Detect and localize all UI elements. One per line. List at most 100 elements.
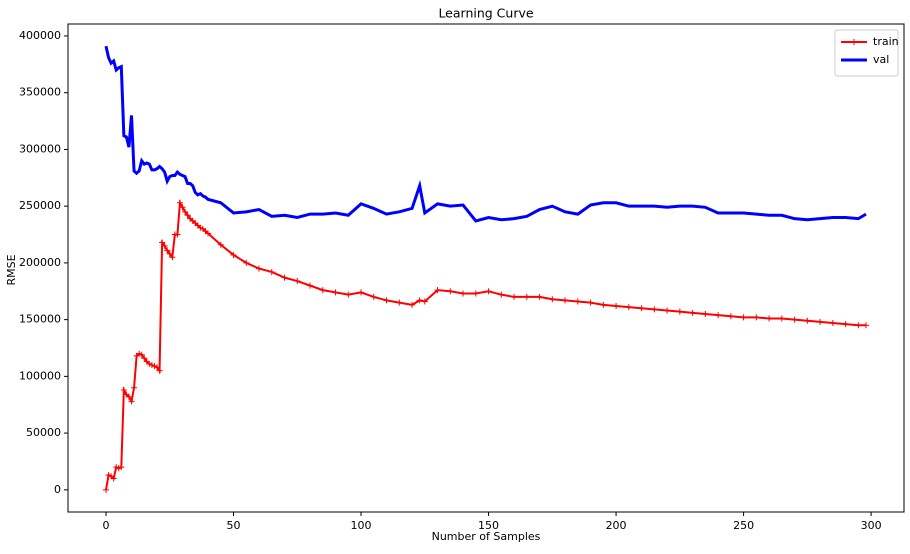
marker bbox=[676, 308, 683, 315]
marker bbox=[141, 355, 148, 362]
marker bbox=[136, 350, 143, 357]
marker bbox=[651, 306, 658, 313]
legend-label: val bbox=[873, 53, 889, 66]
marker bbox=[715, 312, 722, 319]
marker bbox=[176, 199, 183, 206]
x-axis-label: Number of Samples bbox=[432, 530, 541, 543]
y-tick-label: 350000 bbox=[19, 86, 61, 99]
line-val bbox=[104, 45, 867, 223]
marker bbox=[294, 278, 301, 285]
marker bbox=[217, 241, 224, 248]
x-tick-label: 250 bbox=[733, 519, 754, 532]
marker bbox=[689, 309, 696, 316]
y-tick-label: 400000 bbox=[19, 29, 61, 42]
marker bbox=[766, 315, 773, 322]
marker bbox=[161, 242, 168, 249]
marker bbox=[740, 314, 747, 321]
y-tick-label: 0 bbox=[54, 483, 61, 496]
x-tick-label: 0 bbox=[103, 519, 110, 532]
marker bbox=[118, 464, 125, 471]
x-tick-label: 200 bbox=[606, 519, 627, 532]
marker bbox=[120, 386, 127, 393]
marker bbox=[485, 288, 492, 295]
marker bbox=[128, 398, 135, 405]
legend-marker bbox=[851, 39, 857, 45]
marker bbox=[105, 472, 112, 479]
y-tick-label: 50000 bbox=[26, 426, 61, 439]
x-tick-label: 150 bbox=[478, 519, 499, 532]
marker bbox=[179, 204, 186, 211]
marker bbox=[182, 208, 189, 215]
legend-label: train bbox=[873, 35, 899, 48]
marker bbox=[113, 464, 120, 471]
marker bbox=[409, 301, 416, 308]
marker bbox=[511, 293, 518, 300]
marker bbox=[319, 287, 326, 294]
marker bbox=[138, 351, 145, 358]
marker bbox=[358, 289, 365, 296]
marker bbox=[817, 318, 824, 325]
y-tick-label: 300000 bbox=[19, 142, 61, 155]
marker bbox=[829, 320, 836, 327]
marker bbox=[778, 315, 785, 322]
plot-area bbox=[67, 23, 905, 513]
marker bbox=[434, 287, 441, 294]
marker bbox=[159, 239, 166, 246]
marker bbox=[472, 290, 479, 297]
marker bbox=[164, 247, 171, 254]
marker bbox=[156, 367, 163, 374]
marker bbox=[197, 224, 204, 231]
marker bbox=[184, 212, 191, 219]
x-tick-label: 50 bbox=[227, 519, 241, 532]
marker bbox=[447, 288, 454, 295]
marker bbox=[154, 364, 161, 371]
marker bbox=[146, 360, 153, 367]
marker bbox=[460, 290, 467, 297]
line-train bbox=[105, 199, 866, 490]
marker bbox=[256, 265, 263, 272]
y-tick-label: 150000 bbox=[19, 313, 61, 326]
marker bbox=[103, 486, 109, 493]
marker bbox=[345, 291, 352, 298]
x-tick-label: 100 bbox=[351, 519, 372, 532]
marker bbox=[753, 314, 760, 321]
marker bbox=[307, 282, 314, 289]
marker bbox=[110, 475, 117, 482]
chart-title: Learning Curve bbox=[438, 6, 533, 21]
marker bbox=[587, 299, 594, 306]
marker bbox=[281, 274, 288, 281]
y-axis-label: RMSE bbox=[5, 254, 18, 285]
marker bbox=[498, 291, 505, 298]
marker bbox=[702, 310, 709, 317]
marker bbox=[370, 293, 377, 300]
marker bbox=[562, 297, 569, 304]
marker bbox=[416, 297, 423, 304]
marker bbox=[791, 316, 798, 323]
marker bbox=[625, 304, 632, 311]
marker bbox=[536, 293, 543, 300]
marker bbox=[842, 321, 849, 328]
marker bbox=[727, 313, 734, 320]
marker bbox=[148, 362, 155, 369]
marker bbox=[205, 230, 212, 237]
marker bbox=[600, 301, 607, 308]
marker bbox=[166, 250, 173, 257]
marker bbox=[664, 307, 671, 314]
marker bbox=[332, 289, 339, 296]
marker bbox=[131, 384, 138, 391]
marker bbox=[863, 322, 869, 329]
marker bbox=[383, 297, 390, 304]
x-tick-label: 300 bbox=[861, 519, 882, 532]
marker bbox=[523, 293, 530, 300]
y-tick-label: 250000 bbox=[19, 199, 61, 212]
marker bbox=[574, 298, 581, 305]
y-tick-label: 200000 bbox=[19, 256, 61, 269]
y-tick-label: 100000 bbox=[19, 369, 61, 382]
marker bbox=[855, 322, 862, 329]
legend: train val bbox=[834, 29, 899, 77]
marker bbox=[549, 296, 556, 303]
marker bbox=[421, 298, 428, 305]
marker bbox=[230, 251, 237, 258]
marker bbox=[243, 259, 250, 266]
